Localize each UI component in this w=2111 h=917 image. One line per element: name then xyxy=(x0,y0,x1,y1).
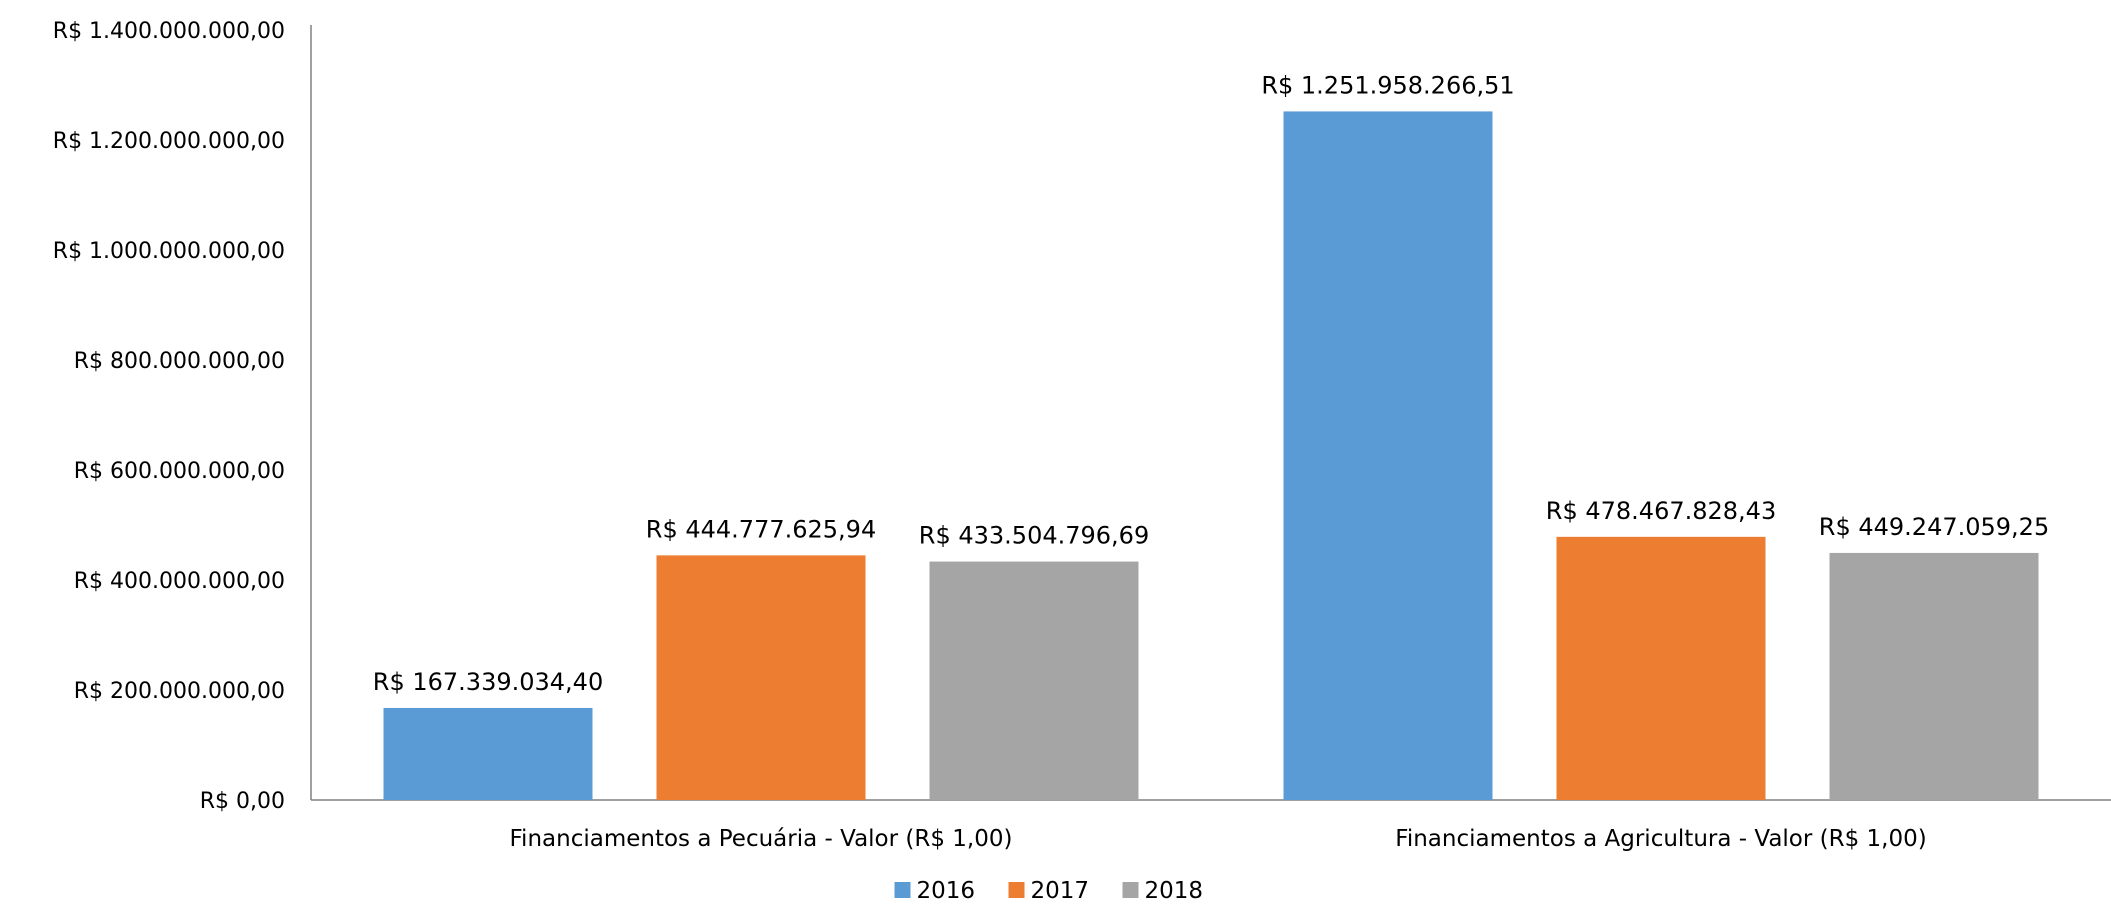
y-tick-label: R$ 1.400.000.000,00 xyxy=(53,19,285,44)
data-label: R$ 433.504.796,69 xyxy=(919,522,1149,550)
legend-label: 2018 xyxy=(1145,878,1204,904)
data-label: R$ 1.251.958.266,51 xyxy=(1261,71,1514,99)
legend-swatch-2017 xyxy=(1008,882,1025,898)
bar-2018 xyxy=(1829,552,2039,800)
y-tick-label: R$ 600.000.000,00 xyxy=(74,459,285,484)
bar-2016 xyxy=(1283,111,1493,800)
x-category-label: Financiamentos a Pecuária - Valor (R$ 1,… xyxy=(510,826,1013,852)
data-label: R$ 478.467.828,43 xyxy=(1546,497,1776,525)
bar-2018 xyxy=(929,561,1139,800)
y-tick-label: R$ 400.000.000,00 xyxy=(74,569,285,594)
legend-label: 2016 xyxy=(917,878,976,904)
data-label: R$ 449.247.059,25 xyxy=(1819,513,2049,541)
y-tick-label: R$ 1.000.000.000,00 xyxy=(53,239,285,264)
bar-2016 xyxy=(383,707,593,800)
x-category-label: Financiamentos a Agricultura - Valor (R$… xyxy=(1395,826,1926,852)
legend-label: 2017 xyxy=(1031,878,1090,904)
bar-2017 xyxy=(656,555,866,800)
y-tick-label: R$ 200.000.000,00 xyxy=(74,679,285,704)
y-tick-label: R$ 0,00 xyxy=(200,789,285,814)
legend-swatch-2018 xyxy=(1122,882,1139,898)
data-label: R$ 167.339.034,40 xyxy=(373,668,603,696)
legend-swatch-2016 xyxy=(894,882,911,898)
data-label: R$ 444.777.625,94 xyxy=(646,515,876,543)
y-tick-label: R$ 800.000.000,00 xyxy=(74,349,285,374)
y-tick-label: R$ 1.200.000.000,00 xyxy=(53,129,285,154)
bar-2017 xyxy=(1556,536,1766,800)
